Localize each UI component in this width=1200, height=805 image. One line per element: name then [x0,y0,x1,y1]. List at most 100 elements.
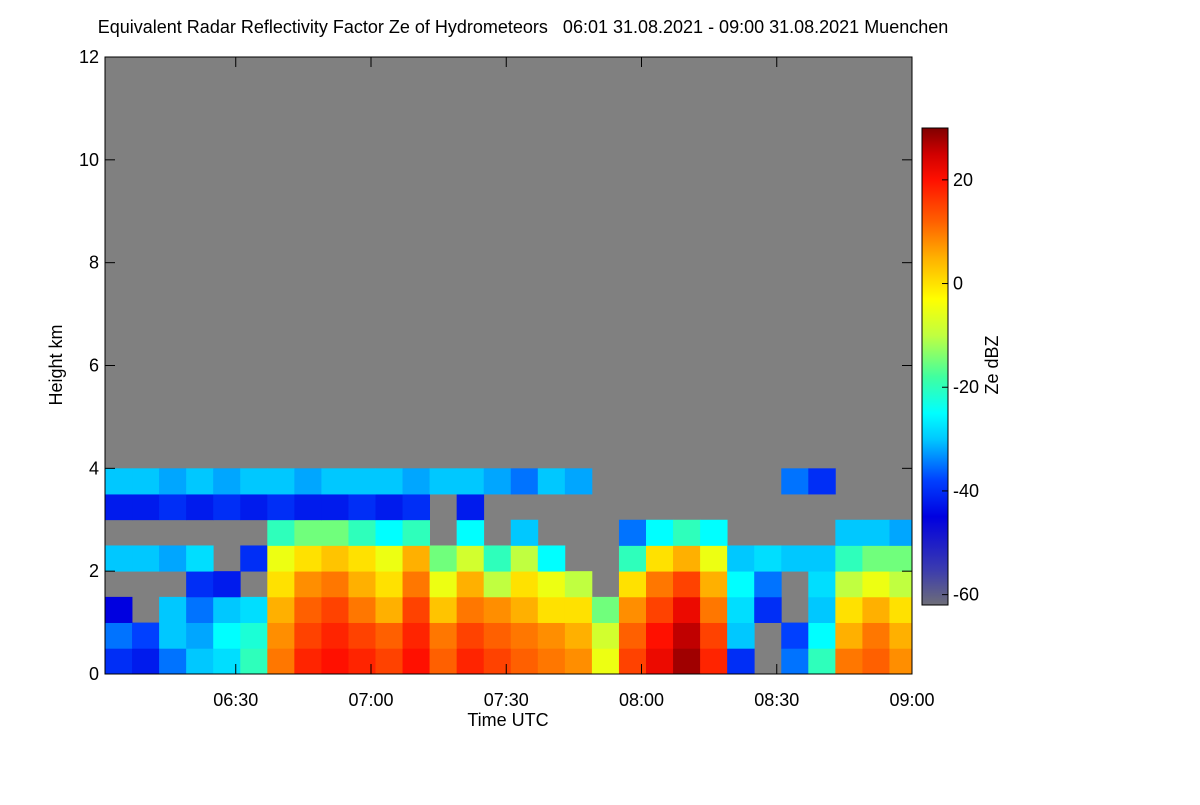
colorbar-tick-label: -40 [953,481,979,501]
heatmap-cell [321,494,349,521]
heatmap-cell [537,545,566,572]
heatmap-cell [564,468,593,495]
heatmap-cell [862,519,890,546]
heatmap-cell [267,648,295,675]
heatmap-cell [456,648,485,675]
heatmap-cell [862,545,890,572]
heatmap-cell [889,571,913,598]
heatmap-cell [186,648,214,675]
heatmap-cell [700,596,728,623]
colorbar-label: Ze dBZ [982,335,1002,394]
heatmap-cell [267,571,295,598]
heatmap-cell [564,648,593,675]
heatmap-cell [862,596,890,623]
heatmap-cell [483,622,512,649]
heatmap-cell [159,494,187,521]
heatmap-cell [267,545,295,572]
heatmap-cell [754,571,782,598]
heatmap-cell [186,596,214,623]
heatmap-cell [294,571,322,598]
heatmap-cell [510,622,539,649]
heatmap-cell [591,596,620,623]
heatmap-cell [700,519,728,546]
heatmap-cell [321,622,349,649]
heatmap-cell [105,545,133,572]
heatmap-cell [348,468,376,495]
heatmap-cell [673,596,701,623]
heatmap-cell [673,519,701,546]
heatmap-cell [646,545,674,572]
heatmap-cell [321,468,349,495]
heatmap-cell [240,622,268,649]
heatmap-cell [213,648,241,675]
heatmap-cell [375,468,403,495]
heatmap-cell [537,596,566,623]
heatmap-cell [673,622,701,649]
heatmap-cell [186,545,214,572]
heatmap-cell [510,468,539,495]
heatmap-cell [375,519,403,546]
heatmap-cell [348,596,376,623]
heatmap-cell [456,545,485,572]
heatmap-cell [240,596,268,623]
heatmap-cell [186,494,214,521]
heatmap-cell [159,648,187,675]
heatmap-cell [375,596,403,623]
heatmap-cell [808,571,836,598]
y-tick-label: 0 [89,664,99,684]
heatmap-cell [456,571,485,598]
heatmap-cell [105,596,133,623]
heatmap-cell [889,545,913,572]
heatmap-cell [646,596,674,623]
heatmap-cell [835,648,863,675]
colorbar-tick-label: -20 [953,377,979,397]
heatmap-cell [456,519,485,546]
heatmap-cell [646,622,674,649]
x-tick-label: 06:30 [213,690,258,710]
heatmap-cell [646,519,674,546]
heatmap-cell [159,545,187,572]
heatmap-cell [646,571,674,598]
heatmap-cell [537,571,566,598]
y-tick-label: 6 [89,356,99,376]
heatmap-cell [889,622,913,649]
heatmap-cell [456,596,485,623]
heatmap-cell [727,596,755,623]
heatmap-cell [348,648,376,675]
heatmap-cell [564,622,593,649]
heatmap-cell [835,545,863,572]
x-tick-label: 08:00 [619,690,664,710]
heatmap-cell [483,545,512,572]
heatmap-cell [429,545,458,572]
heatmap-cell [456,468,485,495]
heatmap-cell [835,622,863,649]
heatmap-cell [348,519,376,546]
heatmap-cell [186,468,214,495]
heatmap-cell [105,494,133,521]
heatmap-cell [727,622,755,649]
heatmap-cell [808,648,836,675]
heatmap-cell [240,545,268,572]
heatmap-cell [835,519,863,546]
heatmap-cell [564,571,593,598]
x-axis-label: Time UTC [467,710,548,730]
heatmap-cell [727,545,755,572]
heatmap-cell [673,648,701,675]
heatmap-cell [375,648,403,675]
heatmap-cell [213,596,241,623]
y-tick-label: 12 [79,47,99,67]
heatmap-cell [889,519,913,546]
heatmap-cell [213,571,241,598]
heatmap-cell [781,648,809,675]
heatmap-cell [402,494,431,521]
heatmap-cell [862,648,890,675]
heatmap-cell [213,494,241,521]
heatmap-cell [618,545,647,572]
heatmap-cell [267,468,295,495]
heatmap-cell [267,596,295,623]
heatmap-cell [159,596,187,623]
heatmap-cell [754,596,782,623]
y-tick-label: 8 [89,253,99,273]
heatmap-cell [375,622,403,649]
